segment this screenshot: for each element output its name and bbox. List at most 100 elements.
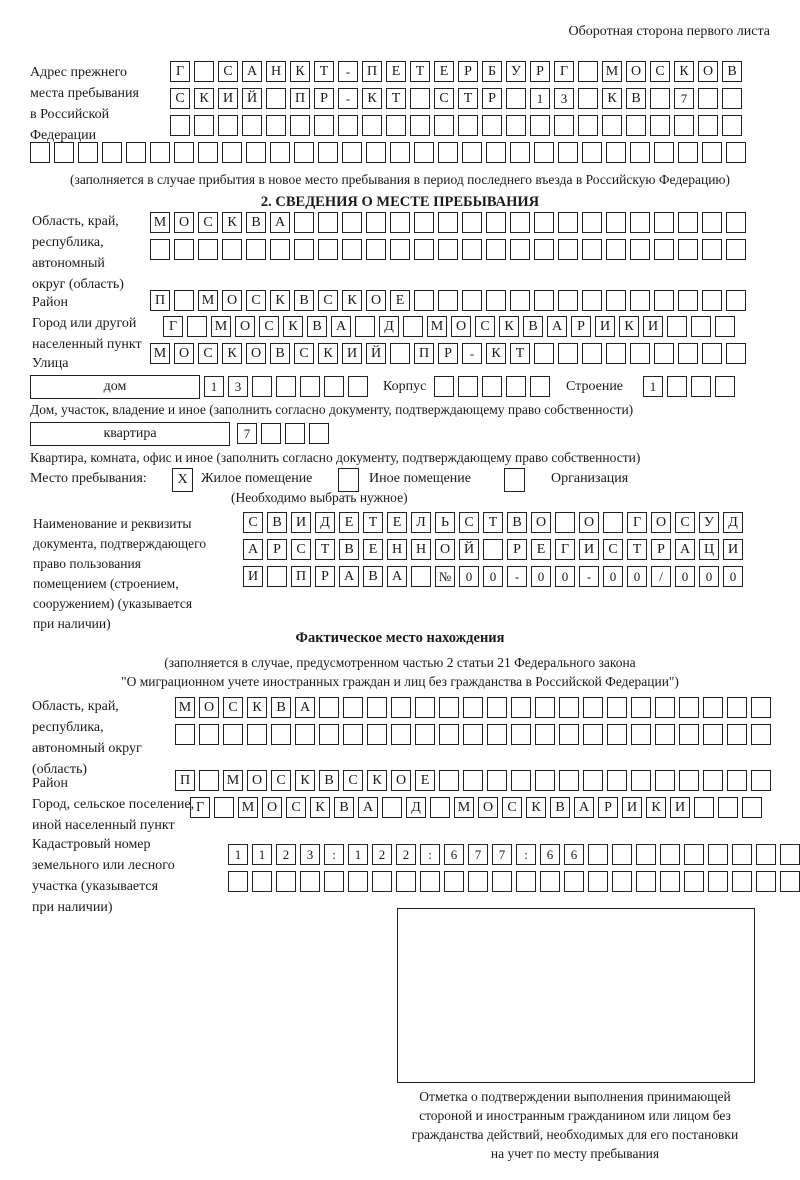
char-cell[interactable] bbox=[555, 512, 575, 533]
char-cell[interactable]: К bbox=[290, 61, 310, 82]
char-cell[interactable] bbox=[271, 724, 291, 745]
char-cell[interactable]: Й bbox=[459, 539, 479, 560]
char-cell[interactable]: - bbox=[338, 88, 358, 109]
char-cell[interactable] bbox=[439, 724, 459, 745]
char-cell[interactable] bbox=[438, 239, 458, 260]
char-cell[interactable]: С bbox=[343, 770, 363, 791]
char-cell[interactable]: И bbox=[342, 343, 362, 364]
char-cell[interactable] bbox=[342, 239, 362, 260]
region-row-2[interactable] bbox=[150, 239, 746, 260]
char-cell[interactable] bbox=[266, 88, 286, 109]
char-cell[interactable]: Г bbox=[170, 61, 190, 82]
char-cell[interactable] bbox=[607, 770, 627, 791]
char-cell[interactable]: И bbox=[622, 797, 642, 818]
char-cell[interactable] bbox=[612, 844, 632, 865]
char-cell[interactable] bbox=[535, 697, 555, 718]
char-cell[interactable]: Л bbox=[411, 512, 431, 533]
char-cell[interactable]: 7 bbox=[674, 88, 694, 109]
char-cell[interactable]: С bbox=[675, 512, 695, 533]
char-cell[interactable]: А bbox=[339, 566, 359, 587]
char-cell[interactable] bbox=[726, 212, 746, 233]
char-cell[interactable]: С bbox=[259, 316, 279, 337]
char-cell[interactable]: - bbox=[462, 343, 482, 364]
char-cell[interactable] bbox=[559, 770, 579, 791]
char-cell[interactable] bbox=[318, 239, 338, 260]
char-cell[interactable] bbox=[654, 343, 674, 364]
char-cell[interactable] bbox=[630, 239, 650, 260]
char-cell[interactable]: В bbox=[319, 770, 339, 791]
char-cell[interactable] bbox=[606, 142, 626, 163]
char-cell[interactable]: Д bbox=[379, 316, 399, 337]
char-cell[interactable]: Т bbox=[410, 61, 430, 82]
char-cell[interactable] bbox=[679, 724, 699, 745]
char-cell[interactable]: К bbox=[362, 88, 382, 109]
char-cell[interactable]: М bbox=[150, 343, 170, 364]
char-cell[interactable]: 0 bbox=[555, 566, 575, 587]
char-cell[interactable]: К bbox=[342, 290, 362, 311]
char-cell[interactable]: Т bbox=[627, 539, 647, 560]
char-cell[interactable] bbox=[708, 844, 728, 865]
char-cell[interactable] bbox=[732, 871, 752, 892]
char-cell[interactable] bbox=[718, 797, 738, 818]
char-cell[interactable] bbox=[403, 316, 423, 337]
char-cell[interactable]: Р bbox=[315, 566, 335, 587]
char-cell[interactable]: С bbox=[291, 539, 311, 560]
char-cell[interactable]: 1 bbox=[204, 376, 224, 397]
char-cell[interactable]: И bbox=[243, 566, 263, 587]
char-cell[interactable] bbox=[462, 290, 482, 311]
char-cell[interactable] bbox=[126, 142, 146, 163]
char-cell[interactable]: А bbox=[358, 797, 378, 818]
char-cell[interactable] bbox=[463, 770, 483, 791]
char-cell[interactable] bbox=[462, 142, 482, 163]
char-cell[interactable] bbox=[276, 376, 296, 397]
char-cell[interactable] bbox=[554, 115, 574, 136]
char-cell[interactable]: С bbox=[603, 539, 623, 560]
char-cell[interactable] bbox=[492, 871, 512, 892]
char-cell[interactable]: 1 bbox=[228, 844, 248, 865]
char-cell[interactable]: К bbox=[526, 797, 546, 818]
char-cell[interactable] bbox=[228, 871, 248, 892]
char-cell[interactable]: № bbox=[435, 566, 455, 587]
char-cell[interactable]: К bbox=[270, 290, 290, 311]
char-cell[interactable] bbox=[742, 797, 762, 818]
char-cell[interactable] bbox=[558, 212, 578, 233]
char-cell[interactable] bbox=[722, 88, 742, 109]
char-cell[interactable] bbox=[726, 290, 746, 311]
char-cell[interactable]: М bbox=[238, 797, 258, 818]
char-cell[interactable] bbox=[242, 115, 262, 136]
char-cell[interactable] bbox=[582, 343, 602, 364]
char-cell[interactable] bbox=[606, 239, 626, 260]
char-cell[interactable]: К bbox=[499, 316, 519, 337]
char-cell[interactable] bbox=[482, 376, 502, 397]
char-cell[interactable] bbox=[534, 290, 554, 311]
char-cell[interactable] bbox=[558, 290, 578, 311]
char-cell[interactable]: О bbox=[451, 316, 471, 337]
char-cell[interactable] bbox=[338, 115, 358, 136]
char-cell[interactable]: Т bbox=[314, 61, 334, 82]
char-cell[interactable]: В bbox=[270, 343, 290, 364]
char-cell[interactable] bbox=[667, 316, 687, 337]
char-cell[interactable]: Р bbox=[482, 88, 502, 109]
char-cell[interactable]: О bbox=[222, 290, 242, 311]
char-cell[interactable]: П bbox=[150, 290, 170, 311]
char-cell[interactable]: А bbox=[331, 316, 351, 337]
char-cell[interactable]: М bbox=[175, 697, 195, 718]
char-cell[interactable]: О bbox=[579, 512, 599, 533]
char-cell[interactable]: К bbox=[367, 770, 387, 791]
char-cell[interactable]: С bbox=[286, 797, 306, 818]
char-cell[interactable]: 1 bbox=[643, 376, 663, 397]
char-cell[interactable] bbox=[266, 115, 286, 136]
char-cell[interactable]: И bbox=[291, 512, 311, 533]
char-cell[interactable]: Т bbox=[363, 512, 383, 533]
char-cell[interactable] bbox=[558, 142, 578, 163]
char-cell[interactable] bbox=[439, 770, 459, 791]
char-cell[interactable] bbox=[342, 212, 362, 233]
char-cell[interactable]: Н bbox=[387, 539, 407, 560]
char-cell[interactable] bbox=[511, 697, 531, 718]
char-cell[interactable] bbox=[511, 724, 531, 745]
char-cell[interactable] bbox=[630, 290, 650, 311]
char-cell[interactable] bbox=[530, 376, 550, 397]
